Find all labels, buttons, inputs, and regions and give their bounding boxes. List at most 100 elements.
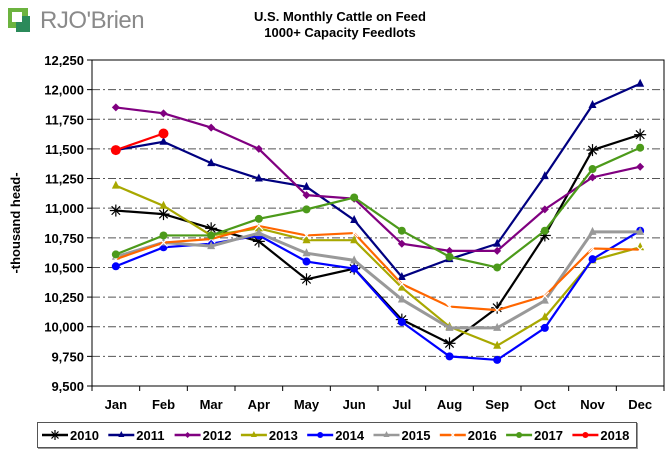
legend-marker-icon <box>383 431 390 437</box>
data-point <box>492 305 502 315</box>
data-point <box>634 128 647 141</box>
series-line-2012 <box>115 106 641 252</box>
series-2011 <box>111 78 645 280</box>
legend-marker-icon <box>250 431 257 437</box>
legend: 2010 2011 2012 2013 2014 2015 2016 2017 2018 <box>37 422 637 448</box>
y-tick-label: 12,000 <box>44 83 84 98</box>
series-line-2018 <box>115 132 164 152</box>
y-tick-label: 11,000 <box>45 201 84 216</box>
x-tick-label: Jan <box>105 397 127 412</box>
chart-title: U.S. Monthly Cattle on Feed <box>254 9 426 24</box>
y-tick-label: 11,750 <box>45 112 84 127</box>
data-point <box>397 239 406 248</box>
x-tick-label: May <box>294 397 320 412</box>
data-point <box>636 162 645 171</box>
data-point <box>254 228 263 237</box>
data-point <box>109 204 122 217</box>
x-tick-label: Nov <box>580 397 605 412</box>
data-point <box>493 340 502 349</box>
data-point <box>588 165 597 174</box>
x-tick-label: Dec <box>628 397 652 412</box>
data-point <box>588 100 597 109</box>
data-point <box>111 250 120 259</box>
series-2017 <box>111 143 645 272</box>
legend-label: 2015 <box>402 428 431 443</box>
data-point <box>540 226 549 235</box>
y-axis: 9,500 9,750 10,000 10,250 10,500 10,750 11,000… <box>44 53 92 394</box>
legend-item-2018: 2018 <box>572 428 629 443</box>
legend-label: 2017 <box>534 428 563 443</box>
data-point <box>397 282 406 291</box>
grid-lines <box>92 89 664 357</box>
series-line-2017 <box>115 146 641 269</box>
data-point <box>445 322 454 331</box>
data-point <box>636 226 645 235</box>
legend-label: 2018 <box>600 428 629 443</box>
y-tick-label: 10,500 <box>44 260 84 275</box>
data-point <box>350 255 359 264</box>
data-point <box>397 294 406 303</box>
data-point <box>207 158 216 167</box>
series-line-2011 <box>115 82 641 279</box>
data-point <box>350 235 359 244</box>
x-tick-label: Jul <box>392 397 411 412</box>
data-point <box>302 257 311 266</box>
x-tick-label: Mar <box>200 397 223 412</box>
data-point <box>157 208 170 221</box>
chart-subtitle: 1000+ Capacity Feedlots <box>264 25 416 40</box>
data-point <box>635 245 645 255</box>
data-point <box>159 231 168 240</box>
series-2012 <box>111 103 645 255</box>
data-point <box>159 200 168 209</box>
y-tick-label: 11,250 <box>45 172 84 187</box>
data-point <box>445 302 454 311</box>
data-point <box>111 103 120 112</box>
data-point <box>302 191 311 200</box>
data-point <box>350 215 359 224</box>
data-point <box>159 136 168 145</box>
y-axis-label: -thousand head- <box>8 172 23 273</box>
data-point <box>207 123 216 132</box>
y-tick-label: 10,000 <box>44 320 84 335</box>
data-point <box>588 244 597 253</box>
x-axis: Jan Feb Mar Apr May Jun Jul Aug Sep Oct Nov Dec <box>91 386 665 412</box>
chart-title-block: U.S. Monthly Cattle on Feed 1000+ Capaci… <box>220 9 460 41</box>
y-tick-label: 9,500 <box>51 379 84 394</box>
legend-marker-icon <box>582 432 589 438</box>
data-point <box>443 337 456 350</box>
data-point <box>493 238 502 247</box>
legend-item-2016: 2016 <box>439 428 497 443</box>
data-point <box>445 352 454 361</box>
data-point <box>540 171 549 180</box>
data-point <box>540 291 550 301</box>
legend-item-2015: 2015 <box>373 428 431 443</box>
plot-area-frame <box>91 59 665 387</box>
legend-marker-icon <box>50 430 60 440</box>
legend-label: 2014 <box>335 428 365 443</box>
data-point <box>540 295 549 304</box>
series-line-2010 <box>115 133 641 345</box>
data-point <box>349 228 359 238</box>
legend-svg: 2010 2011 2012 2013 2014 2015 2016 2017 2018 <box>42 428 629 443</box>
data-point <box>636 143 645 152</box>
x-tick-label: Aug <box>437 397 462 412</box>
y-tick-label: 10,250 <box>44 290 84 305</box>
data-point <box>111 180 120 189</box>
data-point <box>493 246 502 255</box>
x-tick-label: Feb <box>152 397 175 412</box>
legend-marker-icon <box>118 431 125 437</box>
data-point <box>493 263 502 272</box>
series-2015 <box>111 226 645 331</box>
data-point <box>636 78 645 87</box>
legend-label: 2016 <box>468 428 497 443</box>
data-point <box>254 144 263 153</box>
data-point <box>540 323 549 332</box>
data-point <box>588 173 597 182</box>
legend-item-2010: 2010 <box>42 428 99 443</box>
logo-text: RJO'Brien <box>40 7 145 34</box>
legend-label: 2013 <box>269 428 298 443</box>
data-point <box>493 322 502 331</box>
data-point <box>302 248 311 257</box>
series-group <box>109 78 647 364</box>
